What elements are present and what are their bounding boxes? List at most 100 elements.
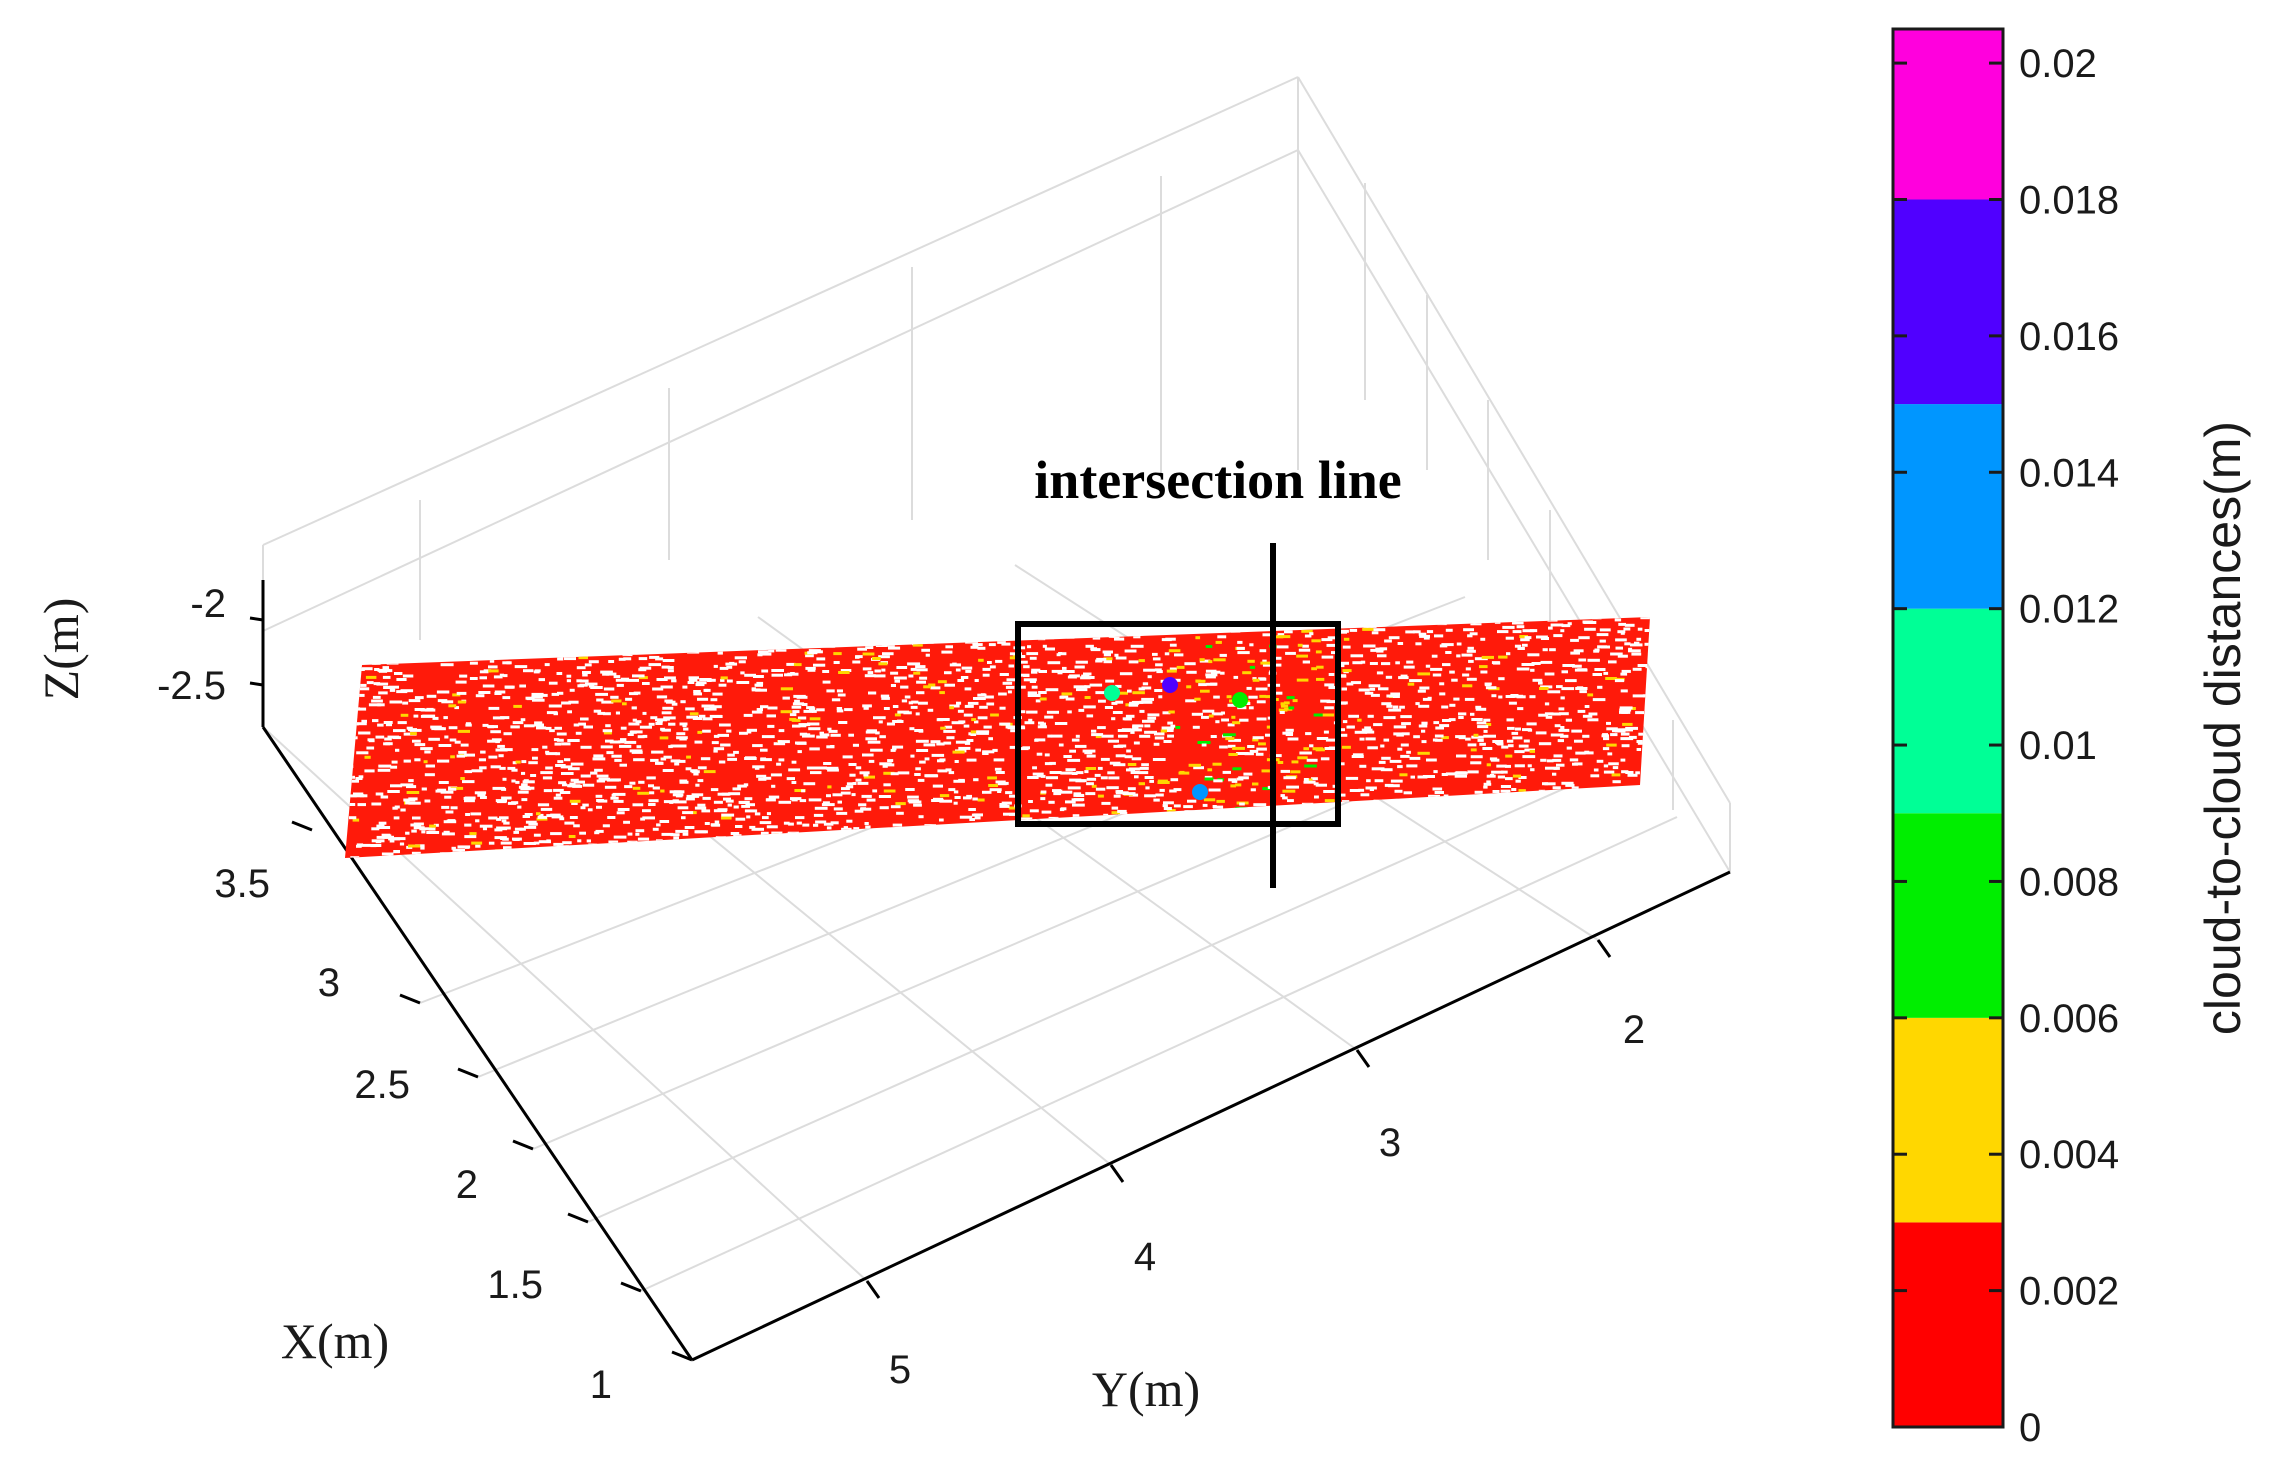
cloud-point xyxy=(1163,740,1172,743)
cloud-point xyxy=(483,669,492,673)
cloud-point xyxy=(1483,785,1488,789)
cloud-point xyxy=(377,668,391,672)
cloud-point xyxy=(1097,766,1103,770)
cloud-point xyxy=(436,646,443,650)
cloud-point xyxy=(1239,718,1249,722)
cloud-point xyxy=(1538,681,1543,685)
cloud-point xyxy=(557,691,564,695)
cloud-point xyxy=(1165,629,1173,633)
cloud-point xyxy=(910,705,918,709)
cloud-point xyxy=(573,780,585,784)
cloud-point xyxy=(1294,852,1301,856)
cloud-point xyxy=(773,742,786,746)
cloud-point xyxy=(1225,737,1235,741)
cloud-point xyxy=(1590,774,1600,778)
cloud-point xyxy=(671,859,681,862)
cloud-point xyxy=(1246,686,1252,690)
cloud-point xyxy=(1608,762,1619,766)
cloud-point xyxy=(1606,721,1611,725)
cloud-point xyxy=(1105,679,1115,683)
cloud-point xyxy=(1369,687,1376,691)
cloud-point xyxy=(585,682,598,686)
cloud-point xyxy=(1466,677,1477,681)
cloud-point xyxy=(930,686,941,690)
cloud-point xyxy=(878,655,890,659)
cloud-point xyxy=(615,711,620,715)
cloud-point xyxy=(1494,620,1501,624)
cloud-point xyxy=(390,765,398,769)
cloud-point xyxy=(1349,622,1355,626)
cloud-point xyxy=(1183,805,1193,809)
cloud-point xyxy=(594,768,603,772)
cloud-point xyxy=(1092,836,1100,840)
cloud-point xyxy=(1167,852,1174,856)
cloud-point xyxy=(428,827,436,831)
cloud-point xyxy=(536,849,544,853)
cloud-point xyxy=(1552,786,1561,790)
cloud-point xyxy=(489,659,495,663)
cloud-point xyxy=(948,771,955,775)
cloud-point xyxy=(1010,834,1020,838)
cloud-point xyxy=(869,832,880,836)
cloud-point xyxy=(999,804,1010,808)
cloud-point xyxy=(743,713,753,717)
cloud-point xyxy=(382,666,389,670)
cloud-point xyxy=(915,712,920,716)
cloud-point xyxy=(911,841,917,845)
cloud-point xyxy=(703,770,716,774)
cloud-point xyxy=(1418,724,1428,728)
cloud-point xyxy=(1601,792,1615,796)
cloud-point xyxy=(1536,820,1545,824)
cloud-point xyxy=(760,748,768,752)
cloud-point xyxy=(1517,707,1524,711)
cloud-point xyxy=(744,797,753,801)
cloud-point xyxy=(882,652,894,656)
cloud-point xyxy=(921,828,931,832)
cloud-point xyxy=(1380,848,1385,852)
cloud-point xyxy=(838,721,848,724)
cloud-point xyxy=(1109,761,1121,765)
cloud-point xyxy=(687,681,695,684)
cloud-point xyxy=(1617,630,1626,634)
cloud-point xyxy=(1518,744,1529,748)
cloud-point xyxy=(1023,665,1030,669)
cloud-point xyxy=(1009,745,1018,749)
cloud-point xyxy=(497,827,508,831)
cloud-point xyxy=(862,851,873,854)
cloud-point xyxy=(1456,642,1462,646)
cloud-point xyxy=(1095,827,1107,831)
cloud-point xyxy=(461,626,475,630)
cloud-point xyxy=(975,835,980,839)
cloud-point xyxy=(890,632,903,636)
cloud-point xyxy=(1348,714,1359,718)
cloud-point xyxy=(803,782,816,786)
cloud-point xyxy=(691,793,704,797)
cloud-point xyxy=(1492,790,1500,793)
cloud-point xyxy=(1392,819,1403,823)
cloud-point xyxy=(1220,671,1225,675)
cloud-point xyxy=(366,746,375,750)
cloud-point xyxy=(1152,652,1158,656)
cloud-point xyxy=(586,839,591,843)
cloud-point xyxy=(954,842,959,846)
cloud-point xyxy=(608,851,617,855)
cloud-point xyxy=(618,642,626,646)
cloud-point xyxy=(864,860,874,863)
cloud-point xyxy=(521,640,528,644)
cloud-point xyxy=(827,727,832,731)
cloud-point xyxy=(650,624,659,628)
cloud-point xyxy=(1112,835,1123,839)
cloud-point xyxy=(1154,668,1162,672)
cloud-point xyxy=(913,671,921,675)
cloud-point xyxy=(432,716,439,720)
cloud-point xyxy=(952,662,957,666)
cloud-point xyxy=(480,796,487,799)
cloud-point xyxy=(1571,729,1582,733)
cloud-point xyxy=(1451,678,1458,682)
cloud-point xyxy=(988,737,993,741)
cloud-point xyxy=(1592,698,1606,702)
cloud-point xyxy=(819,733,830,737)
cloud-point xyxy=(1620,631,1625,635)
cloud-point xyxy=(557,760,564,764)
cloud-point xyxy=(746,815,751,819)
